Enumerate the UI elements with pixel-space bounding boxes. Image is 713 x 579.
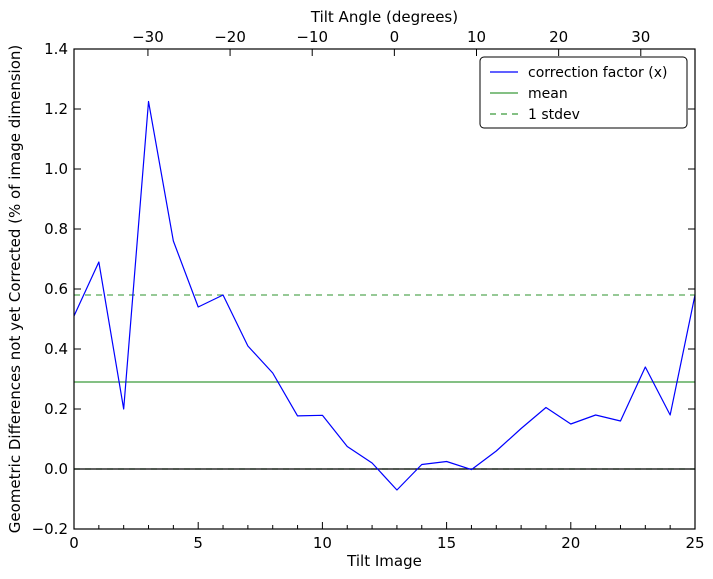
y-tick-label: 0.6 <box>44 280 68 298</box>
top-tick-label: 0 <box>390 28 400 46</box>
data-point <box>321 414 324 417</box>
x-tick-label: 10 <box>313 534 332 552</box>
top-axis-label: Tilt Angle (degrees) <box>310 8 458 26</box>
top-tick-label: −20 <box>214 28 246 46</box>
data-point <box>619 419 622 422</box>
top-tick-label: 30 <box>631 28 650 46</box>
y-tick-label: 0.0 <box>44 460 68 478</box>
correction-factor-line <box>73 100 696 491</box>
data-point <box>594 413 597 416</box>
legend-label-0: correction factor (x) <box>528 65 667 81</box>
y-tick-label: 0.2 <box>44 400 68 418</box>
data-point <box>172 239 175 242</box>
data-point <box>246 344 249 347</box>
data-point <box>122 407 125 410</box>
y-tick-label: 1.0 <box>44 160 68 178</box>
plot-area: 0 5 10 15 20 25 −0.2 0.0 0.2 0.4 0.6 0.8 1.0 1.2 1.4 −3… <box>32 28 705 552</box>
y-tick-label: 1.2 <box>44 100 68 118</box>
data-point <box>520 427 523 430</box>
data-point <box>296 414 299 417</box>
data-point <box>271 371 274 374</box>
legend-box <box>479 56 688 129</box>
data-point <box>669 413 672 416</box>
legend-label-1: mean <box>528 86 568 102</box>
data-point <box>445 460 448 463</box>
data-point <box>544 406 547 409</box>
x-tick-label: 25 <box>685 534 704 552</box>
x-tick-label: 15 <box>437 534 456 552</box>
data-point <box>569 422 572 425</box>
x-tick-label: 20 <box>561 534 580 552</box>
data-point <box>197 305 200 308</box>
y-tick-label: 1.4 <box>44 40 68 58</box>
top-tick-label: −30 <box>132 28 164 46</box>
y-tick-label: 0.8 <box>44 220 68 238</box>
data-point <box>346 445 349 448</box>
data-point <box>147 100 150 103</box>
top-tick-label: −10 <box>296 28 328 46</box>
data-point <box>395 488 398 491</box>
data-point <box>644 365 647 368</box>
data-point <box>420 463 423 466</box>
y-axis-label: Geometric Differences not yet Corrected … <box>6 45 24 534</box>
data-point <box>495 449 498 452</box>
data-point <box>470 468 473 471</box>
x-tick-label: 0 <box>69 534 79 552</box>
legend-label-2: 1 stdev <box>528 107 580 123</box>
x-axis-label: Tilt Image <box>346 552 422 570</box>
top-tick-label: 20 <box>549 28 568 46</box>
data-point <box>370 461 373 464</box>
data-point <box>97 260 100 263</box>
x-tick-label: 5 <box>193 534 203 552</box>
y-tick-label: 0.4 <box>44 340 68 358</box>
top-tick-label: 10 <box>467 28 486 46</box>
y-tick-label: −0.2 <box>32 520 68 538</box>
data-point <box>221 293 224 296</box>
